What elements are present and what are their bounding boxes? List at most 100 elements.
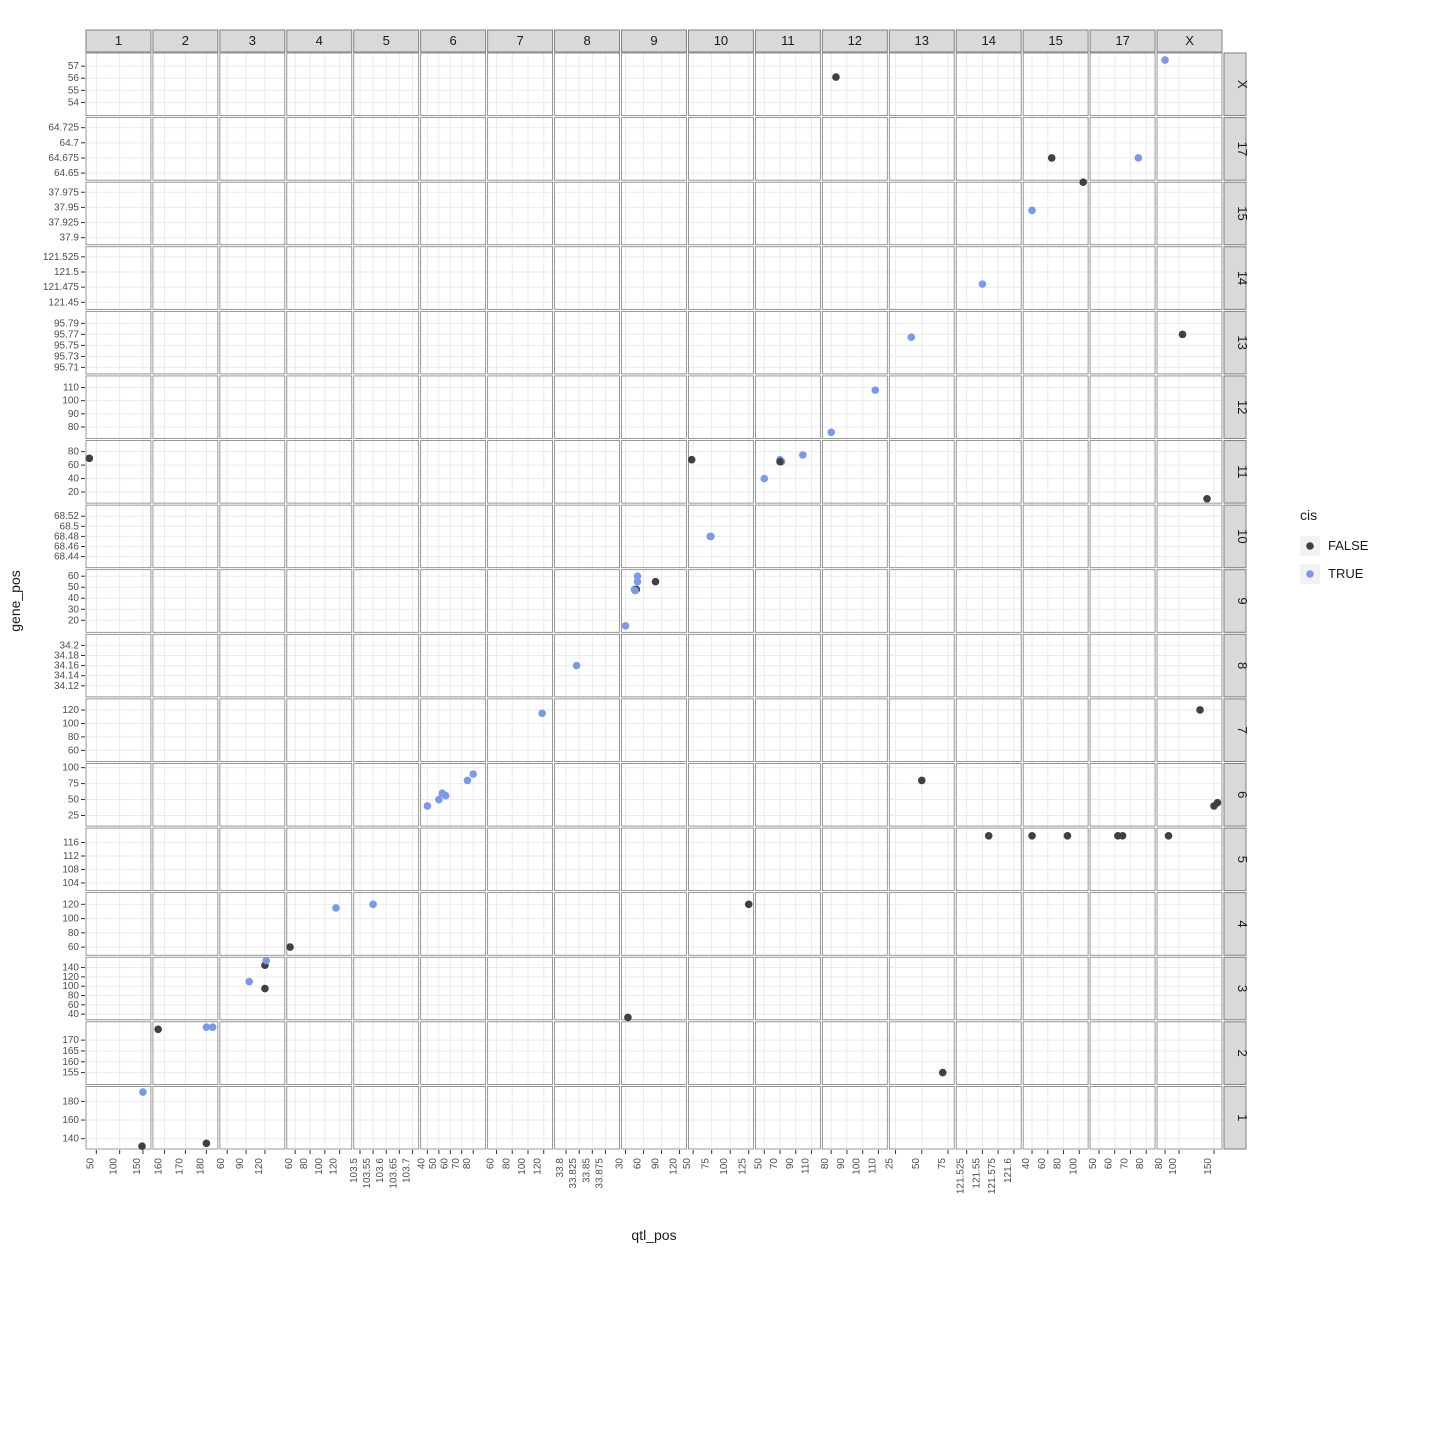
svg-text:80: 80 (68, 928, 80, 939)
svg-text:125: 125 (738, 1158, 749, 1175)
svg-text:100: 100 (517, 1158, 528, 1175)
svg-text:50: 50 (753, 1158, 764, 1170)
svg-text:150: 150 (132, 1158, 143, 1175)
svg-text:80: 80 (68, 447, 80, 458)
svg-text:30: 30 (68, 604, 80, 615)
svg-text:170: 170 (174, 1158, 185, 1175)
svg-text:121.575: 121.575 (987, 1158, 998, 1195)
svg-text:50: 50 (682, 1158, 693, 1170)
faceted-scatter-chart: 12345678910111213141517XX171514131211109… (0, 0, 1440, 1440)
svg-text:120: 120 (668, 1158, 679, 1175)
svg-text:33.8: 33.8 (555, 1158, 566, 1178)
data-point (799, 451, 807, 459)
svg-text:34.18: 34.18 (54, 650, 79, 661)
svg-text:80: 80 (820, 1158, 831, 1170)
svg-text:20: 20 (68, 487, 80, 498)
data-point (139, 1088, 147, 1096)
data-point (1119, 832, 1127, 840)
row-strip-17: 17 (1235, 142, 1250, 156)
col-strip-7: 7 (517, 33, 524, 48)
col-strip-5: 5 (383, 33, 390, 48)
svg-text:64.675: 64.675 (48, 153, 79, 164)
svg-text:100: 100 (1068, 1158, 1079, 1175)
col-strip-3: 3 (249, 33, 256, 48)
row-strip-7: 7 (1235, 727, 1250, 734)
svg-text:100: 100 (314, 1158, 325, 1175)
data-point (203, 1023, 211, 1031)
svg-text:95.75: 95.75 (54, 340, 79, 351)
col-strip-1: 1 (115, 33, 122, 48)
svg-text:50: 50 (68, 795, 80, 806)
data-point (760, 475, 768, 483)
svg-text:100: 100 (62, 718, 79, 729)
data-point (203, 1140, 211, 1148)
data-point (634, 572, 642, 580)
svg-text:60: 60 (284, 1158, 295, 1170)
svg-text:120: 120 (254, 1158, 265, 1175)
svg-text:50: 50 (68, 582, 80, 593)
data-point (1179, 331, 1187, 339)
svg-text:121.5: 121.5 (54, 267, 79, 278)
svg-text:103.55: 103.55 (362, 1158, 373, 1189)
data-point (745, 901, 753, 909)
row-strip-9: 9 (1235, 597, 1250, 604)
data-point (424, 802, 432, 810)
data-point (827, 428, 835, 436)
col-strip-13: 13 (915, 33, 929, 48)
svg-text:120: 120 (62, 899, 79, 910)
svg-text:95.79: 95.79 (54, 318, 79, 329)
col-strip-15: 15 (1048, 33, 1062, 48)
data-point (573, 662, 581, 670)
svg-text:120: 120 (533, 1158, 544, 1175)
col-strip-14: 14 (981, 33, 995, 48)
data-point (871, 386, 879, 394)
data-point (1165, 832, 1173, 840)
svg-text:112: 112 (63, 851, 79, 862)
svg-text:75: 75 (701, 1158, 712, 1170)
svg-text:50: 50 (1088, 1158, 1099, 1170)
svg-text:160: 160 (62, 1057, 79, 1068)
data-point (138, 1142, 146, 1150)
data-point (261, 985, 269, 993)
legend-swatch-true (1306, 570, 1314, 578)
svg-text:34.14: 34.14 (54, 671, 79, 682)
svg-text:103.5: 103.5 (349, 1158, 360, 1183)
svg-text:90: 90 (650, 1158, 661, 1170)
row-strip-14: 14 (1235, 271, 1250, 285)
svg-text:80: 80 (462, 1158, 473, 1170)
data-point (1064, 832, 1072, 840)
svg-text:103.65: 103.65 (388, 1158, 399, 1189)
row-strip-10: 10 (1235, 529, 1250, 543)
svg-text:95.71: 95.71 (54, 362, 79, 373)
svg-text:90: 90 (836, 1158, 847, 1170)
svg-text:155: 155 (62, 1068, 79, 1079)
svg-text:120: 120 (62, 705, 79, 716)
data-point (1028, 207, 1036, 215)
data-point (832, 73, 840, 81)
svg-text:60: 60 (68, 745, 80, 756)
row-strip-13: 13 (1235, 335, 1250, 349)
svg-text:50: 50 (911, 1158, 922, 1170)
svg-text:34.12: 34.12 (54, 681, 79, 692)
data-point (439, 789, 447, 797)
svg-text:50: 50 (428, 1158, 439, 1170)
svg-text:121.475: 121.475 (43, 282, 80, 293)
svg-text:90: 90 (785, 1158, 796, 1170)
svg-text:120: 120 (329, 1158, 340, 1175)
svg-text:100: 100 (109, 1158, 120, 1175)
svg-text:33.825: 33.825 (568, 1158, 579, 1189)
data-point (622, 622, 630, 630)
data-point (262, 957, 270, 965)
svg-text:40: 40 (68, 474, 80, 485)
svg-text:37.975: 37.975 (48, 187, 79, 198)
svg-text:110: 110 (800, 1158, 811, 1174)
col-strip-10: 10 (714, 33, 728, 48)
svg-text:37.9: 37.9 (60, 233, 80, 244)
svg-text:68.44: 68.44 (54, 552, 79, 563)
data-point (469, 770, 477, 778)
svg-text:33.85: 33.85 (581, 1158, 592, 1183)
svg-text:150: 150 (1203, 1158, 1214, 1175)
svg-text:80: 80 (68, 422, 80, 433)
y-axis-title: gene_pos (7, 570, 23, 632)
data-point (1048, 154, 1056, 162)
